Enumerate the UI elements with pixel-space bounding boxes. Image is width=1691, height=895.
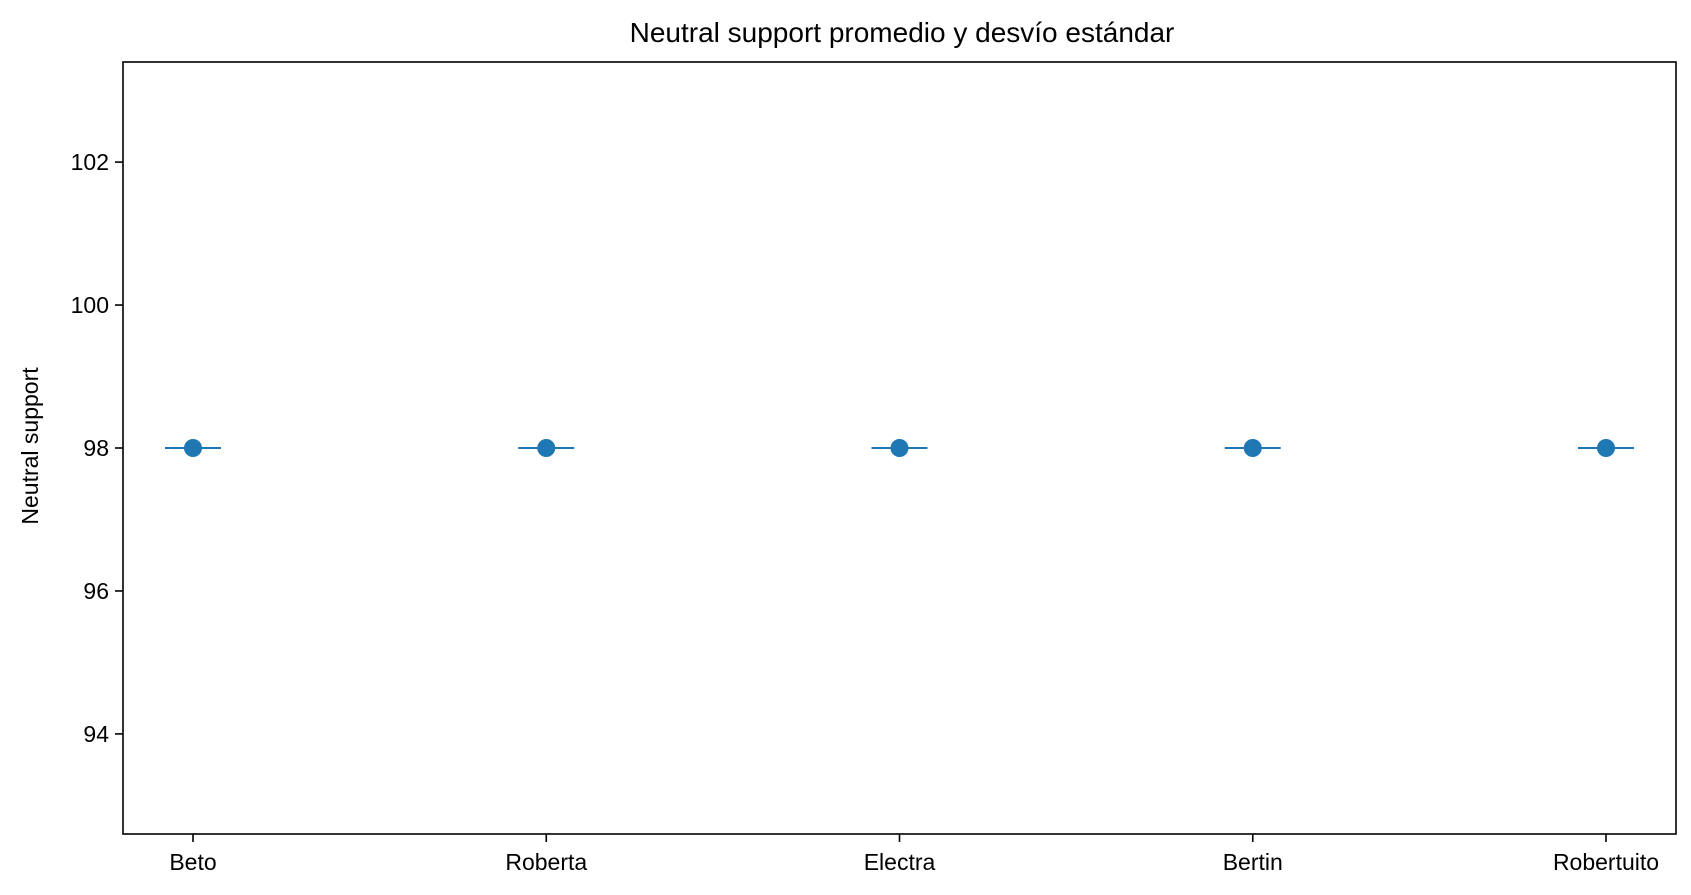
series <box>165 439 1634 457</box>
y-tick-label: 102 <box>71 149 109 175</box>
y-axis-title: Neutral support <box>17 367 43 525</box>
x-tick-label: Electra <box>864 849 936 875</box>
data-point <box>1243 439 1262 457</box>
data-point <box>537 439 556 457</box>
y-tick-label: 94 <box>83 721 109 747</box>
y-axis: 94 96 98 100 102 <box>71 149 123 747</box>
x-tick-label: Bertin <box>1223 849 1283 875</box>
x-tick-label: Robertuito <box>1553 849 1659 875</box>
y-tick-label: 96 <box>83 578 109 604</box>
y-tick-label: 98 <box>83 435 109 461</box>
data-point <box>1597 439 1615 457</box>
data-point <box>890 439 909 457</box>
x-axis: Beto Roberta Electra Bertin Robertuito <box>169 834 1659 875</box>
chart-title: Neutral support promedio y desvío estánd… <box>630 17 1175 48</box>
x-tick-label: Beto <box>169 849 216 875</box>
y-tick-label: 100 <box>71 292 109 318</box>
x-tick-label: Roberta <box>505 849 587 875</box>
data-point <box>184 439 202 457</box>
